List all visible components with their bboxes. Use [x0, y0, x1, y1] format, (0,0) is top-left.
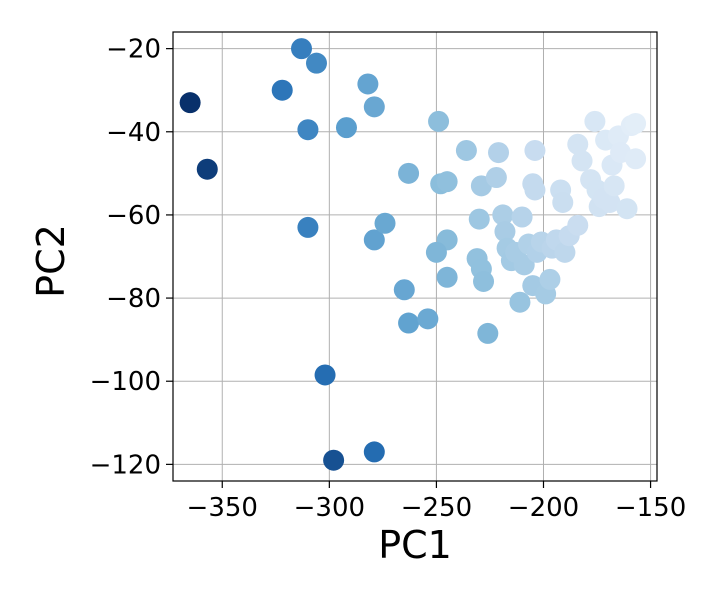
scatter-point: [323, 449, 345, 471]
y-tick-label: −40: [106, 118, 161, 148]
x-axis-label: PC1: [378, 523, 452, 567]
x-tick-label: −350: [187, 493, 258, 523]
x-tick-label: −200: [508, 493, 579, 523]
scatter-point: [398, 312, 420, 334]
y-tick-label: −60: [106, 201, 161, 231]
scatter-point: [363, 229, 385, 251]
scatter-point: [473, 270, 495, 292]
y-tick-label: −20: [106, 35, 161, 65]
scatter-point: [363, 96, 385, 118]
scatter-point: [455, 139, 477, 161]
scatter-point: [196, 158, 218, 180]
scatter-point: [509, 291, 531, 313]
scatter-point: [425, 241, 447, 263]
x-tick-label: −150: [615, 493, 686, 523]
scatter-point: [511, 206, 533, 228]
scatter-point: [494, 221, 516, 243]
scatter-point: [436, 171, 458, 193]
scatter-point: [428, 110, 450, 132]
scatter-point: [524, 139, 546, 161]
scatter-point: [552, 191, 574, 213]
scatter-point: [179, 92, 201, 114]
data-points: [179, 38, 647, 471]
scatter-point: [363, 441, 385, 463]
scatter-point: [567, 214, 589, 236]
x-tick-label: −300: [294, 493, 365, 523]
scatter-point: [554, 241, 576, 263]
scatter-point: [625, 148, 647, 170]
scatter-point: [524, 179, 546, 201]
y-tick-label: −100: [90, 367, 161, 397]
scatter-point: [599, 191, 621, 213]
scatter-point: [539, 268, 561, 290]
scatter-point: [271, 79, 293, 101]
y-axis-ticks: −120 −100 −80 −60 −40 −20: [90, 35, 173, 480]
y-tick-label: −120: [90, 450, 161, 480]
y-tick-label: −80: [106, 284, 161, 314]
scatter-point: [477, 322, 499, 344]
scatter-point: [567, 133, 589, 155]
scatter-point: [485, 167, 507, 189]
scatter-point: [603, 175, 625, 197]
scatter-point: [616, 198, 638, 220]
scatter-point: [488, 142, 510, 164]
scatter-point: [393, 279, 415, 301]
scatter-point: [584, 110, 606, 132]
scatter-point: [468, 208, 490, 230]
scatter-point: [314, 364, 336, 386]
plot-frame: [172, 31, 658, 482]
scatter-point: [305, 52, 327, 74]
scatter-point: [335, 117, 357, 139]
scatter-point: [398, 162, 420, 184]
scatter-point: [357, 73, 379, 95]
scatter-point: [290, 38, 312, 60]
scatter-point: [571, 150, 593, 172]
x-axis-ticks: −350 −300 −250 −200 −150: [187, 481, 686, 523]
x-tick-label: −250: [401, 493, 472, 523]
scatter-point: [297, 119, 319, 141]
scatter-point: [417, 308, 439, 330]
y-axis-label: PC2: [29, 224, 73, 298]
grid-lines: [173, 32, 657, 481]
scatter-point: [374, 212, 396, 234]
scatter-point: [625, 112, 647, 134]
scatter-point: [297, 216, 319, 238]
scatter-point: [436, 266, 458, 288]
scatter-point: [492, 204, 514, 226]
